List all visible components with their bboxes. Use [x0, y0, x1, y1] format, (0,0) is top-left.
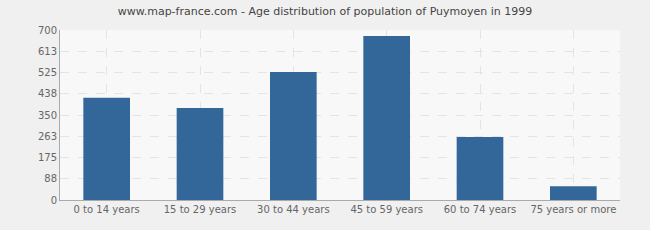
svg-text:613: 613	[38, 46, 57, 57]
svg-text:www.map-france.com - Age distr: www.map-france.com - Age distribution of…	[118, 5, 533, 18]
svg-text:45 to 59 years: 45 to 59 years	[350, 204, 423, 215]
svg-text:263: 263	[38, 131, 57, 142]
svg-text:15 to 29 years: 15 to 29 years	[164, 204, 237, 215]
svg-text:88: 88	[44, 173, 57, 184]
svg-text:700: 700	[38, 25, 57, 36]
svg-text:438: 438	[38, 88, 57, 99]
svg-text:350: 350	[38, 110, 57, 121]
svg-text:75 years or more: 75 years or more	[530, 204, 616, 215]
svg-text:0: 0	[51, 195, 57, 206]
svg-text:525: 525	[38, 67, 57, 78]
svg-text:30 to 44 years: 30 to 44 years	[257, 204, 330, 215]
svg-text:175: 175	[38, 152, 57, 163]
svg-text:60 to 74 years: 60 to 74 years	[444, 204, 517, 215]
svg-text:0 to 14 years: 0 to 14 years	[74, 204, 140, 215]
